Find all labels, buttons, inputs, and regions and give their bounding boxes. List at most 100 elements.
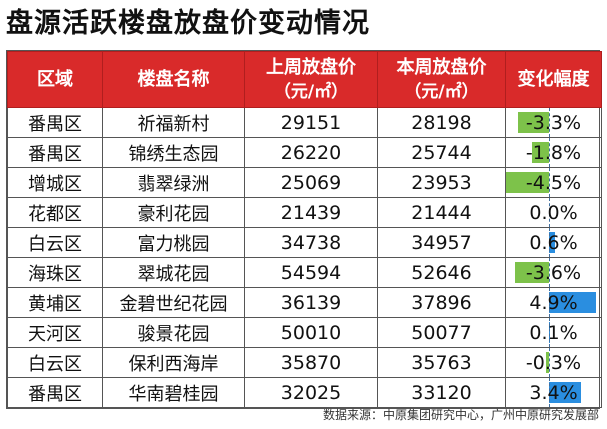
cell-last-week-price: 35870	[244, 347, 378, 378]
zero-axis-line	[549, 198, 550, 227]
change-bar	[546, 352, 549, 373]
cell-this-week-price: 23953	[377, 167, 506, 198]
table-row: 白云区 保利西海岸 35870 35763 -0.3%	[7, 347, 602, 378]
cell-change: 4.9%	[505, 287, 602, 318]
cell-name: 锦绣生态园	[102, 137, 245, 168]
table-row: 白云区 富力桃园 34738 34957 0.6%	[7, 227, 602, 258]
cell-this-week-price: 33120	[377, 377, 506, 408]
cell-name: 金碧世纪花园	[102, 287, 245, 318]
change-value: 0.6%	[529, 231, 578, 254]
zero-axis-line	[549, 258, 550, 287]
header-this-week-label: 本周放盘价	[396, 56, 487, 78]
cell-district: 天河区	[7, 317, 103, 348]
data-source-note: 数据来源：中原集团研究中心，广州中原研究发展部	[322, 408, 599, 422]
change-bar	[549, 382, 582, 403]
header-last-week-label: 上周放盘价	[266, 56, 356, 78]
change-value: -4.5%	[525, 171, 582, 194]
header-this-week: 本周放盘价 （元/㎡）	[377, 51, 506, 108]
zero-axis-line	[549, 348, 550, 377]
header-last-week: 上周放盘价 （元/㎡）	[244, 51, 378, 108]
header-last-week-unit: （元/㎡）	[273, 81, 349, 102]
cell-this-week-price: 28198	[377, 107, 506, 138]
change-value: 4.9%	[529, 291, 578, 314]
change-bar	[517, 112, 549, 133]
zero-axis-line	[549, 168, 550, 197]
zero-axis-line	[549, 318, 550, 347]
change-bar	[549, 232, 555, 253]
cell-district: 黄埔区	[7, 287, 103, 318]
change-value: -3.3%	[525, 111, 582, 134]
change-bar	[514, 262, 549, 283]
zero-axis-line	[549, 138, 550, 167]
header-change: 变化幅度	[505, 51, 602, 108]
cell-last-week-price: 36139	[244, 287, 378, 318]
cell-this-week-price: 35763	[377, 347, 506, 378]
cell-name: 祈福新村	[102, 107, 245, 138]
change-value: 0.0%	[529, 201, 578, 224]
cell-change: -3.3%	[505, 107, 602, 138]
table-row: 番禺区 祈福新村 29151 28198 -3.3%	[7, 107, 602, 138]
cell-district: 番禺区	[7, 137, 103, 168]
cell-last-week-price: 34738	[244, 227, 378, 258]
cell-last-week-price: 32025	[244, 377, 378, 408]
table-row: 增城区 翡翠绿洲 25069 23953 -4.5%	[7, 167, 602, 198]
change-value: -3.6%	[525, 261, 582, 284]
cell-last-week-price: 50010	[244, 317, 378, 348]
page-title: 盘源活跃楼盘放盘价变动情况	[6, 8, 370, 39]
cell-name: 华南碧桂园	[102, 377, 245, 408]
cell-change: -3.6%	[505, 257, 602, 288]
price-change-table: 区域 楼盘名称 上周放盘价 （元/㎡） 本周放盘价 （元/㎡） 变化幅度 番禺区…	[6, 50, 602, 409]
cell-change: -4.5%	[505, 167, 602, 198]
change-bar	[506, 172, 549, 193]
cell-district: 番禺区	[7, 377, 103, 408]
cell-name: 富力桃园	[102, 227, 245, 258]
cell-this-week-price: 50077	[377, 317, 506, 348]
header-this-week-unit: （元/㎡）	[404, 81, 479, 102]
cell-change: 0.0%	[505, 197, 602, 228]
header-name: 楼盘名称	[102, 51, 245, 108]
change-value: 0.1%	[529, 321, 578, 344]
cell-district: 白云区	[7, 227, 103, 258]
table-body: 番禺区 祈福新村 29151 28198 -3.3% 番禺区 锦绣生态园 26220 25744…	[7, 107, 602, 408]
zero-axis-line	[549, 228, 550, 257]
cell-name: 保利西海岸	[102, 347, 245, 378]
cell-name: 翡翠绿洲	[102, 167, 245, 198]
cell-district: 番禺区	[7, 107, 103, 138]
zero-axis-line	[549, 108, 550, 137]
change-value: -0.3%	[525, 351, 582, 374]
table-row: 海珠区 翠城花园 54594 52646 -3.6%	[7, 257, 602, 288]
change-value: -1.8%	[525, 141, 582, 164]
cell-change: 3.4%	[505, 377, 602, 408]
table-row: 天河区 骏景花园 50010 50077 0.1%	[7, 317, 602, 348]
cell-this-week-price: 52646	[377, 257, 506, 288]
zero-axis-line	[549, 288, 550, 317]
zero-axis-line	[549, 378, 550, 407]
cell-change: 0.6%	[505, 227, 602, 258]
cell-change: -1.8%	[505, 137, 602, 168]
cell-last-week-price: 21439	[244, 197, 378, 228]
cell-district: 花都区	[7, 197, 103, 228]
table-row: 番禺区 华南碧桂园 32025 33120 3.4%	[7, 377, 602, 408]
cell-name: 豪利花园	[102, 197, 245, 228]
cell-last-week-price: 26220	[244, 137, 378, 168]
table-row: 黄埔区 金碧世纪花园 36139 37896 4.9%	[7, 287, 602, 318]
cell-this-week-price: 37896	[377, 287, 506, 318]
cell-name: 骏景花园	[102, 317, 245, 348]
cell-this-week-price: 21444	[377, 197, 506, 228]
cell-this-week-price: 25744	[377, 137, 506, 168]
header-district: 区域	[7, 51, 103, 108]
table-header-row: 区域 楼盘名称 上周放盘价 （元/㎡） 本周放盘价 （元/㎡） 变化幅度	[7, 51, 602, 108]
cell-name: 翠城花园	[102, 257, 245, 288]
cell-district: 增城区	[7, 167, 103, 198]
change-bar	[549, 292, 596, 313]
cell-district: 海珠区	[7, 257, 103, 288]
cell-change: 0.1%	[505, 317, 602, 348]
change-bar	[531, 142, 549, 163]
cell-change: -0.3%	[505, 347, 602, 378]
cell-district: 白云区	[7, 347, 103, 378]
cell-this-week-price: 34957	[377, 227, 506, 258]
cell-last-week-price: 29151	[244, 107, 378, 138]
table-row: 番禺区 锦绣生态园 26220 25744 -1.8%	[7, 137, 602, 168]
cell-last-week-price: 25069	[244, 167, 378, 198]
change-value: 3.4%	[529, 381, 578, 404]
